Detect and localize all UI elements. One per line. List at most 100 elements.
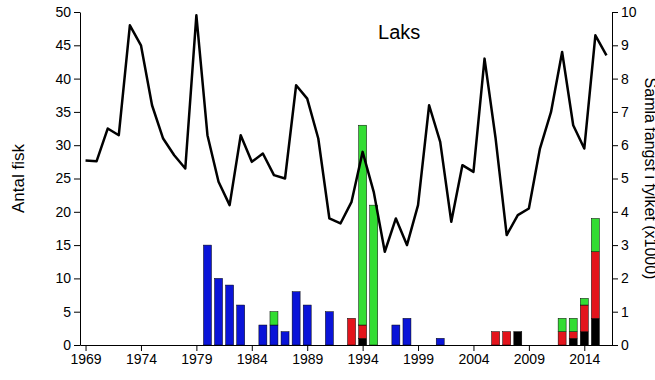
bar-segment xyxy=(558,332,566,345)
bar-segment xyxy=(226,285,234,345)
tick: 45 xyxy=(55,37,80,53)
tick-label: 35 xyxy=(55,104,71,120)
tick: 25 xyxy=(55,170,80,186)
tick-label: 2009 xyxy=(514,351,545,367)
bar-segment xyxy=(492,332,500,345)
tick: 1994 xyxy=(348,345,379,367)
tick: 40 xyxy=(55,71,80,87)
tick: 30 xyxy=(55,137,80,153)
bar-segment xyxy=(569,332,577,339)
tick-label: 2004 xyxy=(458,351,489,367)
tick-label: 15 xyxy=(55,237,71,253)
tick-mark xyxy=(74,45,80,46)
tick-mark xyxy=(74,212,80,213)
tick-label: 9 xyxy=(621,37,629,53)
x-axis: 1969197419791984198919941999200420092014 xyxy=(70,345,612,367)
y-axis: 05101520253035404550 xyxy=(55,4,80,353)
y2-axis: 012345678910 xyxy=(612,4,637,353)
tick: 2 xyxy=(612,270,629,286)
bar-segment xyxy=(403,318,411,345)
tick-mark xyxy=(74,112,80,113)
axis-line xyxy=(80,13,81,346)
bar-segment xyxy=(503,332,511,345)
bar-segment xyxy=(591,218,599,251)
bar-segment xyxy=(215,278,223,345)
bar-segment xyxy=(348,318,356,345)
bar-segment xyxy=(436,338,444,345)
tick: 10 xyxy=(612,4,637,20)
tick-label: 7 xyxy=(621,104,629,120)
tick-mark xyxy=(612,312,618,313)
tick-mark xyxy=(612,278,618,279)
tick-label: 1979 xyxy=(181,351,212,367)
tick-label: 25 xyxy=(55,170,71,186)
tick: 2014 xyxy=(569,345,600,367)
tick-mark xyxy=(74,278,80,279)
tick-mark xyxy=(612,179,618,180)
bar-segment xyxy=(392,325,400,345)
bar-segment xyxy=(270,325,278,345)
bar-segment xyxy=(591,252,599,319)
tick-label: 10 xyxy=(621,4,637,20)
tick-mark xyxy=(612,145,618,146)
tick-label: 6 xyxy=(621,137,629,153)
y2-axis-title: Samla fangst i fylket (x1000) xyxy=(642,78,655,280)
tick: 6 xyxy=(612,137,629,153)
bar-segment xyxy=(370,205,378,345)
bar-segment xyxy=(569,338,577,345)
bar-segment xyxy=(237,305,245,345)
tick: 0 xyxy=(63,337,80,353)
y-axis-title: Antal fisk xyxy=(9,144,28,213)
tick-label: 40 xyxy=(55,71,71,87)
tick-label: 45 xyxy=(55,37,71,53)
tick-mark xyxy=(74,145,80,146)
bar-segment xyxy=(558,318,566,331)
tick: 0 xyxy=(612,337,629,353)
tick-label: 0 xyxy=(621,337,629,353)
tick-mark xyxy=(74,12,80,13)
bar-segment xyxy=(359,325,367,338)
tick: 35 xyxy=(55,104,80,120)
tick-mark xyxy=(74,345,80,346)
tick-label: 1974 xyxy=(126,351,157,367)
bar-segment xyxy=(359,338,367,345)
tick: 1999 xyxy=(403,345,434,367)
bar-segment xyxy=(569,318,577,331)
tick: 5 xyxy=(63,304,80,320)
bar-segment xyxy=(580,298,588,305)
tick: 7 xyxy=(612,104,629,120)
tick-mark xyxy=(74,79,80,80)
bar-segment xyxy=(580,305,588,332)
tick-label: 1984 xyxy=(237,351,268,367)
tick: 4 xyxy=(612,204,629,220)
tick-mark xyxy=(74,312,80,313)
chart-svg: 1969197419791984198919941999200420092014… xyxy=(0,0,655,380)
tick: 8 xyxy=(612,71,629,87)
tick: 50 xyxy=(55,4,80,20)
tick: 2009 xyxy=(514,345,545,367)
tick: 9 xyxy=(612,37,629,53)
bar-segment xyxy=(591,318,599,345)
bar-segment xyxy=(514,332,522,345)
tick-label: 8 xyxy=(621,71,629,87)
tick: 5 xyxy=(612,170,629,186)
tick: 1974 xyxy=(126,345,157,367)
axis-line xyxy=(81,345,613,346)
tick-label: 30 xyxy=(55,137,71,153)
bar-segment xyxy=(203,245,211,345)
tick-label: 5 xyxy=(63,304,71,320)
tick-label: 1999 xyxy=(403,351,434,367)
marks xyxy=(86,15,607,345)
bar-segment xyxy=(292,292,300,345)
tick-mark xyxy=(612,45,618,46)
line xyxy=(86,15,607,251)
tick-label: 1 xyxy=(621,304,629,320)
tick: 1969 xyxy=(70,345,101,367)
tick: 15 xyxy=(55,237,80,253)
bar-segment xyxy=(281,332,289,345)
tick-label: 10 xyxy=(55,270,71,286)
tick-mark xyxy=(612,112,618,113)
tick: 1979 xyxy=(181,345,212,367)
plot: 1969197419791984198919941999200420092014… xyxy=(55,4,636,367)
tick-mark xyxy=(612,212,618,213)
